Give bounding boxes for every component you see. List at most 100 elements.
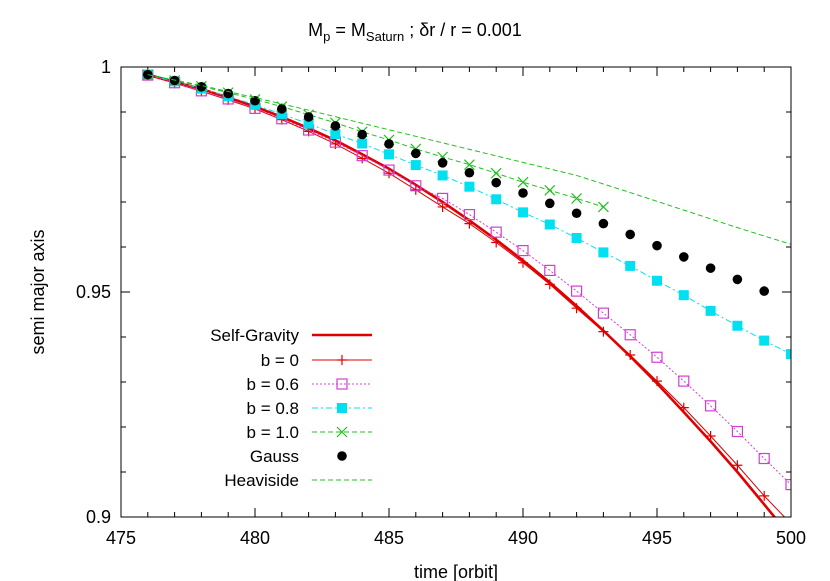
series-line-self-gravity xyxy=(147,73,777,517)
data-point-b-0 xyxy=(518,257,528,268)
data-point-gauss xyxy=(732,274,743,285)
legend-marker-b-0 xyxy=(337,355,347,365)
series-1 xyxy=(142,70,786,517)
legend: Self-Gravity b = 0 b = 0.6 b = 0.8 b = 1.0 Ga… xyxy=(210,326,372,490)
data-point-gauss xyxy=(143,69,153,80)
series-line-heaviside xyxy=(147,74,791,245)
data-point-b-0-6 xyxy=(410,180,422,192)
data-point-b-0 xyxy=(652,376,662,387)
legend-marker-b-0-6 xyxy=(336,378,348,390)
x-tick-label: 490 xyxy=(508,528,538,548)
data-point-b-0-6 xyxy=(490,226,502,238)
legend-label-b-0-6: b = 0.6 xyxy=(247,375,299,394)
data-point-gauss xyxy=(250,95,260,106)
data-point-gauss xyxy=(411,148,421,159)
title-m: M xyxy=(308,20,323,40)
title-p-sub: p xyxy=(323,29,330,44)
data-point-b-0-6 xyxy=(597,307,610,319)
legend-label-b-0: b = 0 xyxy=(261,351,299,370)
title-equals: = M xyxy=(330,20,366,40)
data-point-gauss xyxy=(384,139,394,149)
y-tick-label: 1 xyxy=(101,57,111,77)
data-point-b-0-8 xyxy=(410,160,421,171)
y-axis-label: semi major axis xyxy=(28,229,48,354)
data-point-b-0-8 xyxy=(705,305,716,316)
data-point-b-0-8 xyxy=(330,129,341,140)
data-point-gauss xyxy=(357,129,368,140)
data-point-gauss xyxy=(545,198,555,209)
data-point-b-0 xyxy=(598,326,609,337)
x-tick-label: 475 xyxy=(106,528,136,548)
axis-ticks: 475 480 485 490 495 500 0.9 0.95 1 xyxy=(76,57,806,548)
data-point-b-0-6 xyxy=(356,150,368,162)
data-point-b-0 xyxy=(357,153,368,164)
data-point-gauss xyxy=(196,82,207,92)
data-point-b-0-8 xyxy=(518,207,528,218)
legend-marker-b-0-8 xyxy=(337,403,347,413)
data-point-b-0-8 xyxy=(598,247,609,258)
data-point-b-0 xyxy=(759,490,770,501)
data-point-gauss xyxy=(330,121,341,131)
data-point-b-0-8 xyxy=(384,149,394,160)
data-point-b-0-8 xyxy=(544,219,555,230)
data-point-gauss xyxy=(518,188,528,198)
data-point-b-0-6 xyxy=(704,400,717,412)
series-6 xyxy=(147,74,791,245)
series-4 xyxy=(142,69,609,213)
data-point-b-0 xyxy=(571,303,582,314)
series-line-b-1-0 xyxy=(147,74,604,208)
data-point-b-0 xyxy=(384,168,394,179)
legend-label-heaviside: Heaviside xyxy=(224,471,299,490)
data-point-b-1-0 xyxy=(597,201,609,213)
data-point-gauss xyxy=(625,229,635,240)
title-saturn-sub: Saturn xyxy=(366,29,404,44)
data-point-gauss xyxy=(598,218,609,229)
data-point-b-0-8 xyxy=(759,335,770,346)
legend-label-gauss: Gauss xyxy=(250,447,299,466)
data-point-gauss xyxy=(491,177,502,188)
data-point-b-0-6 xyxy=(383,164,395,176)
data-point-b-0-6 xyxy=(678,375,690,387)
data-point-b-0-8 xyxy=(464,181,475,192)
data-point-b-0 xyxy=(410,184,421,195)
data-point-b-0-6 xyxy=(517,245,529,257)
data-point-gauss xyxy=(277,104,287,114)
data-point-b-0-8 xyxy=(276,109,287,120)
data-point-gauss xyxy=(705,263,716,273)
legend-marker-gauss xyxy=(337,451,347,461)
data-point-b-0 xyxy=(625,350,636,360)
legend-marker-b-1-0 xyxy=(336,426,348,438)
data-point-b-0-6 xyxy=(651,351,663,363)
x-axis-label: time [orbit] xyxy=(414,562,498,581)
series-line-b-0 xyxy=(147,75,786,517)
data-point-b-0-8 xyxy=(652,275,662,286)
legend-label-self-gravity: Self-Gravity xyxy=(210,326,299,345)
y-tick-label: 0.9 xyxy=(86,507,111,527)
data-point-b-1-0 xyxy=(571,192,583,204)
data-point-gauss xyxy=(464,167,475,178)
data-point-b-0 xyxy=(491,237,502,248)
x-tick-label: 500 xyxy=(776,528,806,548)
series-line-b-0-8 xyxy=(147,74,791,355)
series-layer xyxy=(142,69,791,517)
series-5 xyxy=(143,69,769,296)
data-point-b-0-6 xyxy=(437,192,449,204)
series-0 xyxy=(147,73,777,517)
data-point-b-0 xyxy=(544,279,555,290)
title-rest: ; δr / r = 0.001 xyxy=(404,20,522,40)
data-point-gauss xyxy=(303,112,314,122)
data-point-b-0 xyxy=(732,460,743,471)
y-tick-label: 0.95 xyxy=(76,282,111,302)
plot-frame xyxy=(120,66,792,518)
data-point-b-0-8 xyxy=(625,260,636,271)
data-point-b-0-6 xyxy=(463,209,475,221)
x-tick-label: 485 xyxy=(374,528,404,548)
data-point-gauss xyxy=(223,88,233,99)
data-point-b-0-8 xyxy=(357,138,368,149)
data-point-b-0-6 xyxy=(758,452,770,465)
data-point-gauss xyxy=(652,240,662,251)
data-point-b-0 xyxy=(678,402,689,413)
data-point-b-0-8 xyxy=(786,349,791,360)
x-tick-label: 495 xyxy=(642,528,672,548)
data-point-b-0-6 xyxy=(544,264,556,276)
